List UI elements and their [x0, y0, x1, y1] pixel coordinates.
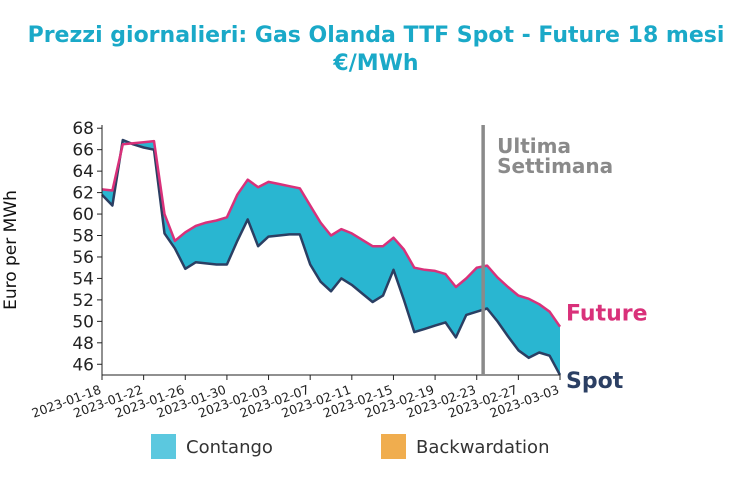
y-tick-label: 58 — [72, 227, 94, 247]
y-tick-label: 52 — [72, 291, 94, 311]
last-week-label-line2: Settimana — [497, 154, 613, 178]
y-tick-label: 66 — [72, 141, 94, 161]
future-end-label: Future — [566, 302, 648, 327]
legend-label-backwardation: Backwardation — [416, 437, 549, 458]
legend: Contango Backwardation — [151, 434, 549, 459]
contango-area — [102, 140, 560, 375]
y-tick-label: 60 — [72, 205, 94, 225]
y-tick-label: 46 — [72, 355, 94, 375]
legend-swatch-contango — [151, 434, 176, 459]
legend-label-contango: Contango — [186, 437, 273, 458]
y-tick-label: 64 — [72, 162, 94, 182]
legend-swatch-backwardation — [381, 434, 406, 459]
spot-end-label: Spot — [566, 369, 624, 394]
last-week-label-line1: Ultima — [497, 134, 571, 158]
y-tick-label: 62 — [72, 184, 94, 204]
y-tick-label: 68 — [72, 119, 94, 139]
contango-area-layer — [102, 140, 560, 375]
chart-subtitle: €/MWh — [333, 51, 419, 76]
chart-title: Prezzi giornalieri: Gas Olanda TTF Spot … — [0, 22, 752, 78]
y-axis-label: Euro per MWh — [1, 190, 21, 310]
y-tick-label: 54 — [72, 269, 94, 289]
y-tick-label: 56 — [72, 248, 94, 268]
chart-title-main: Prezzi giornalieri: Gas Olanda TTF Spot … — [27, 23, 725, 48]
y-tick-label: 50 — [72, 312, 94, 332]
y-tick-label: 48 — [72, 334, 94, 354]
